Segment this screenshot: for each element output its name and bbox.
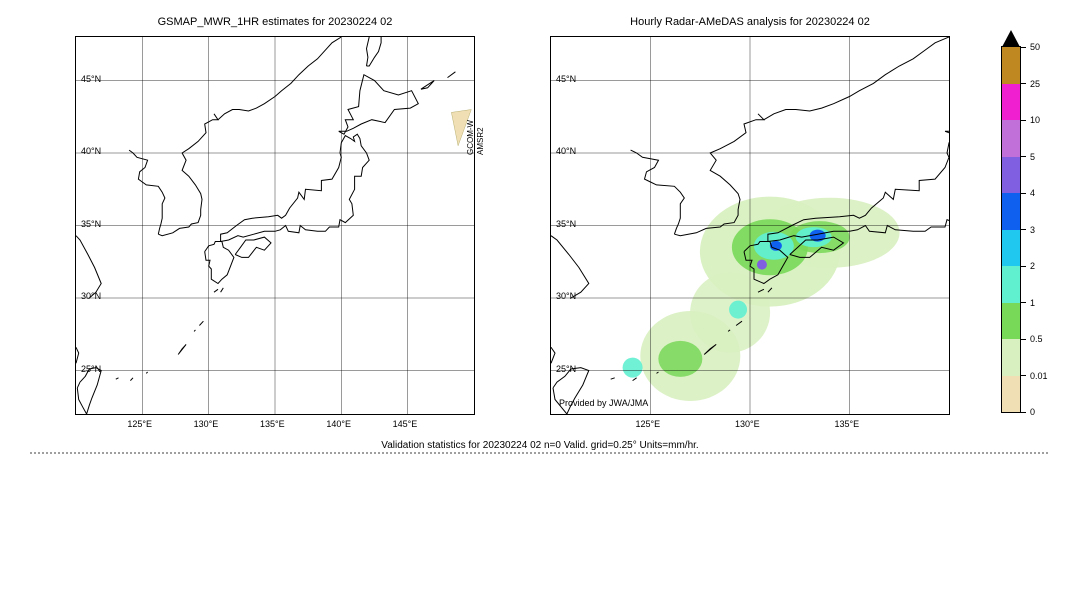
colorbar-segment (1002, 230, 1020, 267)
x-tick-label: 130°E (735, 419, 760, 429)
colorbar-segment (1002, 157, 1020, 194)
colorbar-tick (1020, 412, 1026, 413)
colorbar-tick-label: 2 (1030, 261, 1035, 271)
colorbar-tick-label: 25 (1030, 79, 1040, 89)
right-panel-title: Hourly Radar-AMeDAS analysis for 2023022… (550, 16, 950, 28)
colorbar-tick-label: 3 (1030, 225, 1035, 235)
y-tick-label: 25°N (81, 364, 101, 374)
x-tick-label: 145°E (393, 419, 418, 429)
colorbar-segment (1002, 339, 1020, 376)
colorbar-segment (1002, 303, 1020, 340)
colorbar-tick-label: 4 (1030, 188, 1035, 198)
colorbar-tick (1020, 120, 1026, 121)
colorbar-tick (1020, 83, 1026, 84)
x-tick-label: 130°E (194, 419, 219, 429)
satellite-label-2: AMSR2 (476, 127, 485, 155)
footer-text-span: Validation statistics for 20230224 02 n=… (375, 440, 704, 451)
x-tick-label: 125°E (636, 419, 661, 429)
colorbar-tick (1020, 375, 1026, 376)
colorbar-tick (1020, 47, 1026, 48)
right-map-panel: Provided by JWA/JMA (550, 36, 950, 415)
colorbar-tick-label: 10 (1030, 115, 1040, 125)
colorbar-tick (1020, 339, 1026, 340)
y-tick-label: 40°N (81, 146, 101, 156)
right-map-svg (551, 37, 949, 414)
colorbar-segment (1002, 120, 1020, 157)
colorbar-over-arrow (991, 28, 1031, 48)
colorbar-tick (1020, 193, 1026, 194)
colorbar-segment (1002, 376, 1020, 413)
colorbar-tick (1020, 156, 1026, 157)
attribution-text: Provided by JWA/JMA (559, 398, 648, 408)
colorbar-segment (1002, 84, 1020, 121)
satellite-label-1: GCOM-W (466, 120, 475, 155)
footer-text: Validation statistics for 20230224 02 n=… (0, 440, 1080, 451)
colorbar-tick-label: 0.5 (1030, 334, 1043, 344)
colorbar-tick-label: 0.01 (1030, 371, 1048, 381)
x-tick-label: 125°E (127, 419, 152, 429)
colorbar-tick-label: 50 (1030, 42, 1040, 52)
y-tick-label: 30°N (81, 291, 101, 301)
left-map-svg (76, 37, 474, 414)
colorbar-tick (1020, 229, 1026, 230)
colorbar: 00.010.512345102550 (1002, 47, 1020, 412)
colorbar-tick (1020, 302, 1026, 303)
colorbar-tick-label: 1 (1030, 298, 1035, 308)
y-tick-label: 40°N (556, 146, 576, 156)
y-tick-label: 45°N (81, 74, 101, 84)
colorbar-tick-label: 0 (1030, 407, 1035, 417)
y-tick-label: 35°N (81, 219, 101, 229)
colorbar-segment (1002, 193, 1020, 230)
colorbar-tick (1020, 266, 1026, 267)
left-panel-title: GSMAP_MWR_1HR estimates for 20230224 02 (75, 16, 475, 28)
y-tick-label: 30°N (556, 291, 576, 301)
colorbar-segment (1002, 266, 1020, 303)
x-tick-label: 135°E (835, 419, 860, 429)
y-tick-label: 45°N (556, 74, 576, 84)
y-tick-label: 25°N (556, 364, 576, 374)
x-tick-label: 140°E (326, 419, 351, 429)
left-map-panel (75, 36, 475, 415)
colorbar-tick-label: 5 (1030, 152, 1035, 162)
colorbar-segment (1002, 47, 1020, 84)
y-tick-label: 35°N (556, 219, 576, 229)
x-tick-label: 135°E (260, 419, 285, 429)
